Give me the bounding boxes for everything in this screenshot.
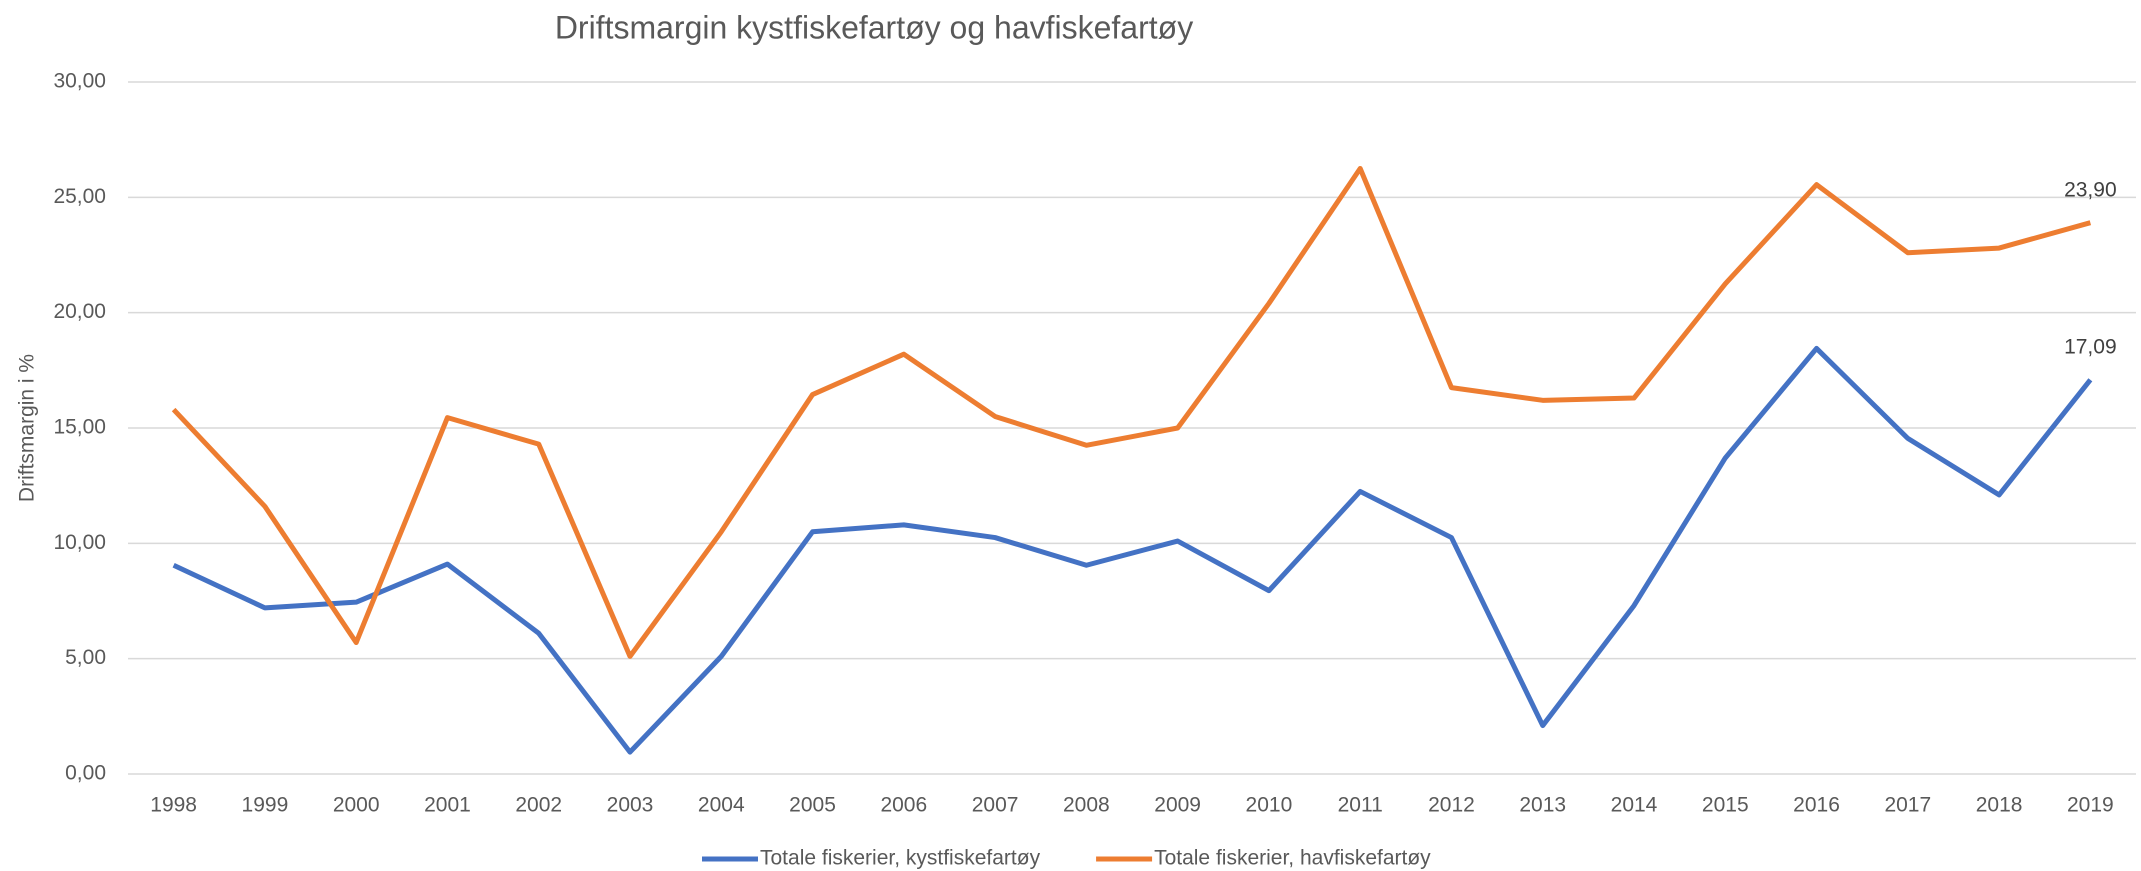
x-tick-label: 2018: [1976, 794, 2023, 817]
x-tick-label: 2019: [2067, 794, 2114, 817]
x-tick-label: 2014: [1611, 794, 1658, 817]
y-tick-label: 10,00: [53, 531, 106, 554]
x-tick-label: 1998: [150, 794, 197, 817]
x-tick-label: 2000: [333, 794, 380, 817]
x-tick-label: 2015: [1702, 794, 1749, 817]
x-tick-label: 2005: [789, 794, 836, 817]
series-line: [171, 166, 2092, 659]
x-tick-label: 2016: [1793, 794, 1840, 817]
y-tick-label: 5,00: [65, 646, 106, 669]
x-tick-label: 2004: [698, 794, 745, 817]
x-tick-label: 1999: [242, 794, 289, 817]
y-tick-label: 30,00: [53, 70, 106, 93]
x-tick-label: 2017: [1884, 794, 1931, 817]
legend-label: Totale fiskerier, havfiskefartøy: [1154, 847, 1431, 870]
x-tick-label: 2012: [1428, 794, 1475, 817]
x-tick-label: 2013: [1519, 794, 1566, 817]
y-tick-label: 15,00: [53, 416, 106, 439]
x-tick-label: 2011: [1338, 794, 1383, 817]
series-line: [172, 345, 2093, 755]
y-tick-label: 0,00: [65, 762, 106, 785]
data-label: 23,90: [2064, 178, 2117, 201]
x-tick-label: 2002: [515, 794, 562, 817]
legend-label: Totale fiskerier, kystfiskefartøy: [760, 847, 1041, 870]
x-tick-label: 2008: [1063, 794, 1110, 817]
y-axis-label: Driftsmargin i %: [16, 354, 39, 502]
x-tick-label: 2010: [1246, 794, 1293, 817]
x-tick-label: 2001: [424, 794, 471, 817]
x-tick-label: 2007: [972, 794, 1019, 817]
x-tick-label: 2006: [880, 794, 927, 817]
x-tick-label: 2009: [1154, 794, 1201, 817]
x-tick-label: 2003: [607, 794, 654, 817]
chart-title: Driftsmargin kystfiskefartøy og havfiske…: [555, 9, 1193, 45]
y-tick-label: 25,00: [53, 185, 106, 208]
y-tick-label: 20,00: [53, 300, 106, 323]
data-label: 17,09: [2064, 335, 2117, 358]
